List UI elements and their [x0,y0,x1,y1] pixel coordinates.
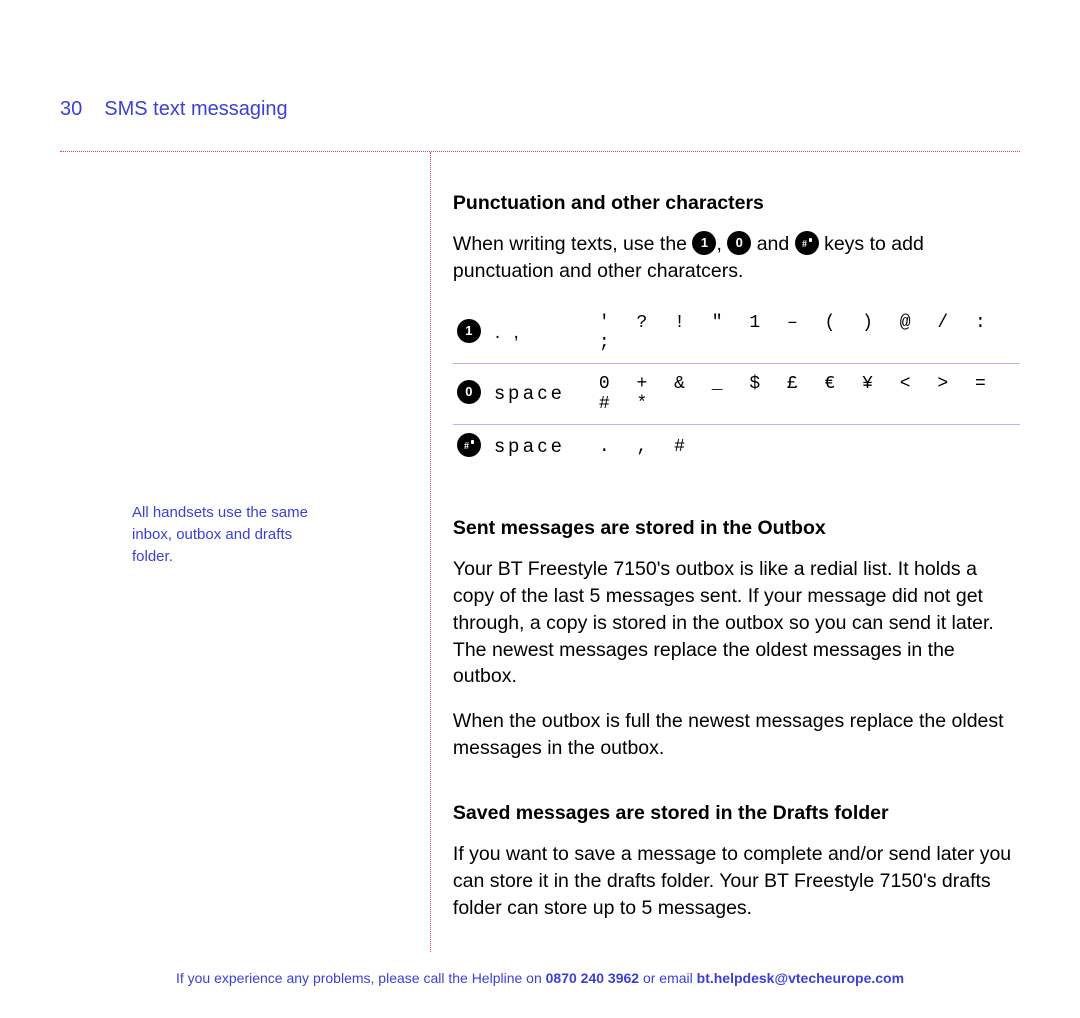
table-row: # space . , # [453,424,1020,469]
page-number: 30 [60,98,82,121]
heading-outbox: Sent messages are stored in the Outbox [453,517,1020,540]
key-1-icon: 1 [457,319,481,343]
drafts-paragraph: If you want to save a message to complet… [453,841,1020,922]
footer-prefix: If you experience any problems, please c… [176,970,546,986]
char-cell: space [495,436,585,458]
table-row: 0 space 0 + & _ $ £ € ¥ < > = # * [453,363,1020,424]
outbox-paragraph-2: When the outbox is full the newest messa… [453,708,1020,762]
key-hash-icon: # [795,231,819,255]
intro-text-before: When writing texts, use the [453,233,693,255]
main-column: Punctuation and other characters When wr… [413,152,1020,962]
vertical-rule [430,152,431,952]
heading-drafts: Saved messages are stored in the Drafts … [453,802,1020,825]
document-page: 30 SMS text messaging All handsets use t… [0,0,1080,962]
outbox-paragraph-1: Your BT Freestyle 7150's outbox is like … [453,556,1020,691]
char-cell: . , [495,322,585,344]
char-cell: space [495,383,585,405]
footer-mid: or email [639,970,697,986]
table-row: 1 . , ' ? ! " 1 – ( ) @ / : ; [453,303,1020,363]
sidebar-note: All handsets use the same inbox, outbox … [132,502,315,567]
section-drafts: Saved messages are stored in the Drafts … [453,802,1020,922]
character-table: 1 . , ' ? ! " 1 – ( ) @ / : ; 0 space 0 … [453,303,1020,469]
content-area: All handsets use the same inbox, outbox … [60,152,1020,962]
key-hash-icon: # [457,433,481,457]
section-title: SMS text messaging [104,98,287,121]
svg-text:#: # [802,239,807,250]
char-cell: 0 + & _ $ £ € ¥ < > = # * [599,374,1016,414]
sidebar: All handsets use the same inbox, outbox … [60,152,343,962]
footer-email: bt.helpdesk@vtecheurope.com [697,970,904,986]
key-1-icon: 1 [692,231,716,255]
char-cell: . , # [599,437,1016,457]
intro-sep2: and [751,233,794,255]
svg-text:#: # [464,441,469,452]
section-punctuation: Punctuation and other characters When wr… [453,192,1020,469]
footer: If you experience any problems, please c… [0,970,1080,986]
footer-phone: 0870 240 3962 [546,970,639,986]
page-header: 30 SMS text messaging [60,98,1020,121]
section-outbox: Sent messages are stored in the Outbox Y… [453,517,1020,762]
intro-sep1: , [716,233,727,255]
heading-punctuation: Punctuation and other characters [453,192,1020,215]
key-0-icon: 0 [727,231,751,255]
intro-paragraph: When writing texts, use the 1, 0 and # k… [453,231,1020,285]
key-0-icon: 0 [457,380,481,404]
char-cell: ' ? ! " 1 – ( ) @ / : ; [599,313,1016,353]
